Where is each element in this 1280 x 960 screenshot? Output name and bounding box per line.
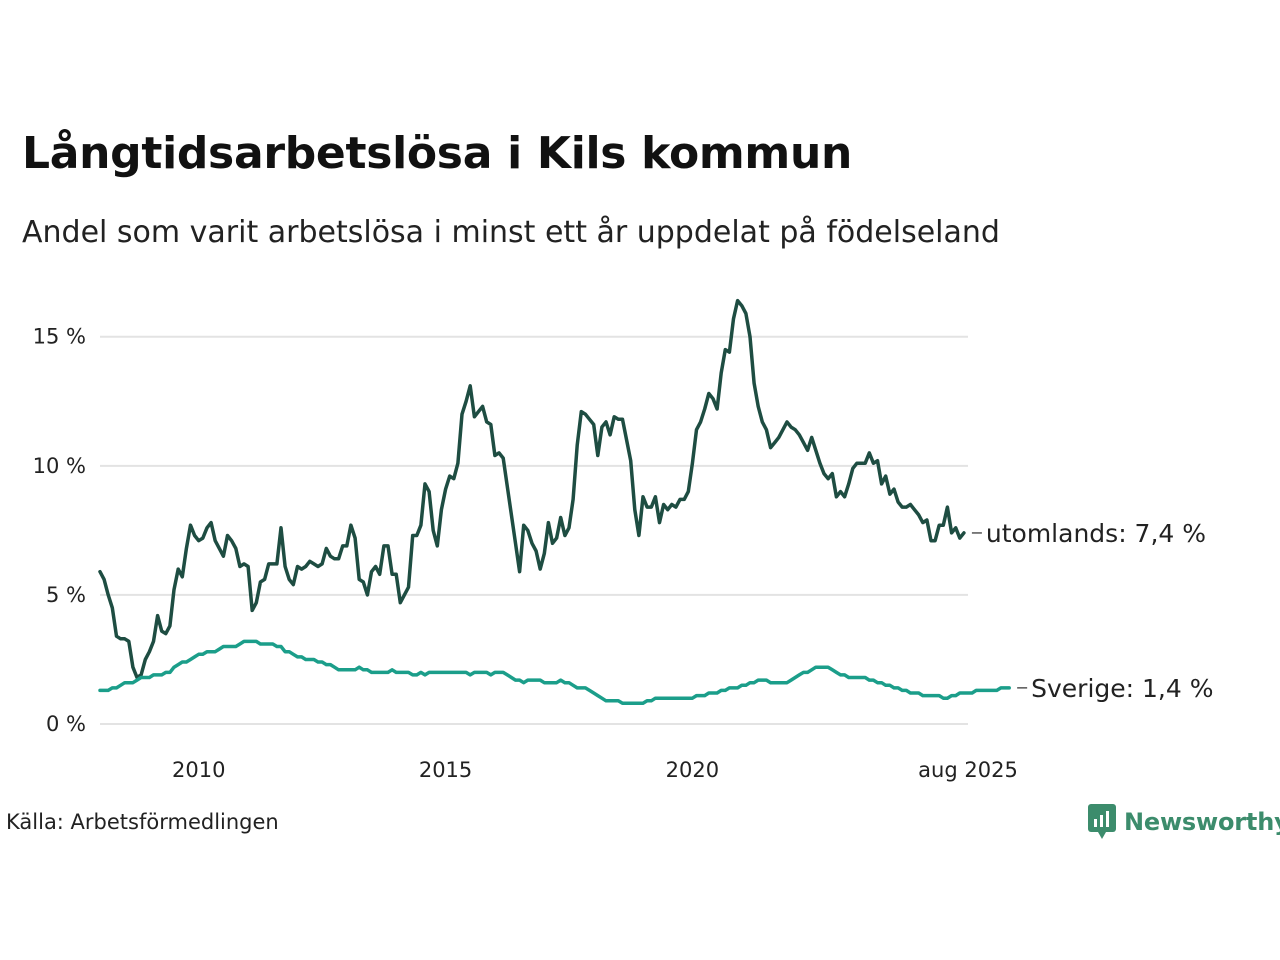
series-end-label-utomlands: utomlands: 7,4 % bbox=[986, 519, 1206, 548]
brand-name: Newsworthy bbox=[1124, 808, 1280, 836]
x-tick-label: 2015 bbox=[419, 758, 472, 782]
y-tick-label: 5 % bbox=[46, 583, 86, 607]
series-line-sverige bbox=[98, 639, 1011, 706]
x-tick-label: aug 2025 bbox=[918, 758, 1018, 782]
y-axis-ticks: 0 % 5 % 10 % 15 % bbox=[33, 325, 86, 736]
source-note: Källa: Arbetsförmedlingen bbox=[6, 810, 279, 834]
x-tick-label: 2020 bbox=[666, 758, 719, 782]
y-tick-label: 10 % bbox=[33, 454, 86, 478]
x-tick-label: 2010 bbox=[172, 758, 225, 782]
series-lines bbox=[98, 298, 1011, 706]
series-line-utomlands bbox=[98, 298, 966, 680]
y-tick-label: 15 % bbox=[33, 325, 86, 349]
series-end-labels: utomlands: 7,4 % Sverige: 1,4 % bbox=[971, 519, 1214, 703]
x-axis-ticks: 2010 2015 2020 aug 2025 bbox=[172, 758, 1018, 782]
newsworthy-chart-icon bbox=[1088, 804, 1116, 839]
chart-title: Långtidsarbetslösa i Kils kommun bbox=[22, 128, 853, 179]
newsworthy-logo: Newsworthy bbox=[1088, 804, 1280, 840]
gridlines bbox=[100, 335, 968, 725]
series-end-label-sverige: Sverige: 1,4 % bbox=[1031, 674, 1213, 703]
chart-subtitle: Andel som varit arbetslösa i minst ett å… bbox=[22, 215, 1000, 250]
y-tick-label: 0 % bbox=[46, 712, 86, 736]
